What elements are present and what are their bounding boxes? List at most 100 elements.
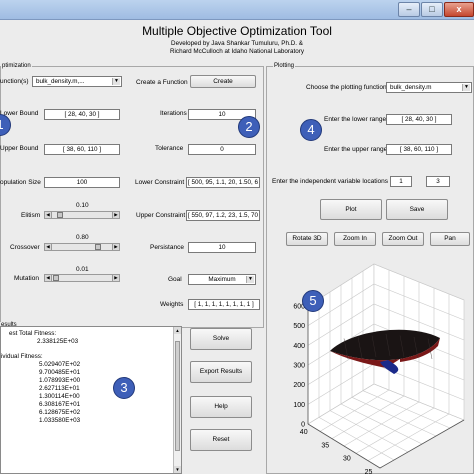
individual-fitness-value: 6.128675E+02 — [39, 409, 81, 416]
create-function-label: Create a Function — [136, 79, 188, 86]
create-function-button[interactable]: Create — [190, 75, 256, 88]
slider-right-icon[interactable]: ▶ — [112, 212, 119, 218]
mutation-value: 0.01 — [76, 266, 89, 273]
lower-constraint-field[interactable]: [ 500, 95, 1.1, 20, 1.50, 6 — [186, 177, 260, 188]
chevron-down-icon: ▼ — [462, 84, 470, 91]
results-section-label: esults — [0, 322, 18, 329]
independent-variable-field-1[interactable]: 1 — [390, 176, 412, 187]
y-tick-label: 40 — [300, 429, 308, 436]
independent-variable-label: Enter the independent variable locations — [272, 178, 388, 185]
chevron-down-icon: ▼ — [112, 78, 120, 85]
chevron-down-icon: ▼ — [246, 276, 254, 283]
plot-function-dropdown[interactable]: bulk_density.m ▼ — [386, 82, 472, 93]
z-tick-label: 200 — [293, 382, 305, 389]
plotting-section-label: Plotting — [273, 63, 296, 70]
y-tick-label: 35 — [321, 442, 329, 449]
results-panel: esults — [0, 322, 186, 474]
zoom-out-button[interactable]: Zoom Out — [382, 232, 424, 246]
author-line: Developed by Java Shankar Tumuluru, Ph.D… — [171, 40, 303, 47]
mutation-slider[interactable]: ◀ ▶ — [44, 274, 120, 282]
z-tick-label: 600 — [293, 304, 305, 311]
tolerance-label: Tolerance — [155, 145, 184, 152]
zoom-in-button[interactable]: Zoom In — [334, 232, 376, 246]
upper-bound-field[interactable]: [ 38, 60, 110 ] — [44, 144, 120, 155]
individual-fitness-value: 1.033580E+03 — [39, 417, 81, 424]
slider-thumb[interactable] — [52, 275, 59, 281]
step-badge-5: 5 — [302, 290, 324, 312]
crossover-value: 0.80 — [76, 234, 89, 241]
goal-dropdown[interactable]: Maximum ▼ — [188, 274, 256, 285]
y-tick-label: 25 — [365, 469, 373, 474]
z-tick-label: 500 — [293, 323, 305, 330]
lower-range-label: Enter the lower range — [324, 116, 387, 123]
upper-range-field[interactable]: [ 38, 60, 110 ] — [386, 144, 452, 155]
scroll-down-icon[interactable]: ▼ — [174, 466, 181, 473]
save-plot-button[interactable]: Save — [386, 199, 448, 220]
surface-edge-red — [400, 338, 440, 362]
crossover-slider[interactable]: ◀ ▶ — [44, 243, 120, 251]
crossover-label: Crossover — [10, 244, 40, 251]
function-dropdown[interactable]: bulk_density.m,... ▼ — [32, 76, 122, 87]
slider-left-icon[interactable]: ◀ — [45, 244, 52, 250]
pan-button[interactable]: Pan — [430, 232, 470, 246]
reset-button[interactable]: Reset — [190, 429, 252, 451]
slider-right-icon[interactable]: ▶ — [112, 244, 119, 250]
z-tick-label: 300 — [293, 363, 305, 370]
maximize-button[interactable]: □ — [421, 2, 443, 17]
optimization-section-label: ptimization — [1, 63, 32, 70]
lower-bound-field[interactable]: [ 28, 40, 30 ] — [44, 109, 120, 120]
help-button[interactable]: Help — [190, 396, 252, 418]
minimize-button[interactable]: – — [398, 2, 420, 17]
individual-fitness-label: ividual Fitness: — [1, 353, 43, 360]
results-scrollbar[interactable]: ▲ ▼ — [173, 327, 181, 473]
iterations-label: Iterations — [160, 110, 187, 117]
affiliation-line: Richard McCulloch at Idaho National Labo… — [169, 48, 305, 55]
scroll-thumb[interactable] — [175, 341, 180, 451]
individual-fitness-value: 2.627113E+01 — [39, 385, 80, 392]
best-fitness-value: 2.338125E+03 — [37, 338, 79, 345]
lower-range-field[interactable]: [ 28, 40, 30 ] — [386, 114, 452, 125]
step-badge-2: 2 — [238, 116, 260, 138]
individual-fitness-value: 1.300114E+00 — [39, 393, 80, 400]
persistance-field[interactable]: 10 — [188, 242, 256, 253]
best-fitness-label: est Total Fitness: — [9, 330, 57, 337]
individual-fitness-value: 9.700485E+01 — [39, 369, 81, 376]
scroll-up-icon[interactable]: ▲ — [174, 327, 181, 334]
persistance-label: Persistance — [150, 244, 184, 251]
weights-label: Weights — [160, 301, 184, 308]
slider-left-icon[interactable]: ◀ — [45, 275, 52, 281]
upper-constraint-field[interactable]: [ 550, 97, 1.2, 23, 1.5, 70 — [186, 210, 260, 221]
slider-thumb[interactable] — [57, 212, 64, 218]
slider-thumb[interactable] — [95, 244, 102, 250]
individual-fitness-value: 1.078993E+00 — [39, 377, 81, 384]
window-titlebar: – □ x — [0, 0, 474, 20]
results-text-area[interactable]: est Total Fitness: 2.338125E+03 ividual … — [0, 326, 182, 474]
plot-button[interactable]: Plot — [320, 199, 382, 220]
lower-bound-label: Lower Bound — [0, 110, 39, 117]
weights-field[interactable]: [ 1, 1, 1, 1, 1, 1, 1, 1 ] — [188, 299, 260, 310]
surface-mesh — [330, 329, 440, 374]
surface-underside-blue — [380, 360, 399, 374]
goal-label: Goal — [168, 276, 182, 283]
independent-variable-field-2[interactable]: 3 — [426, 176, 450, 187]
tolerance-field[interactable]: 0 — [188, 144, 256, 155]
iterations-field[interactable]: 10 — [188, 109, 256, 120]
function-dropdown-value: bulk_density.m,... — [36, 78, 85, 85]
export-results-button[interactable]: Export Results — [190, 361, 252, 383]
elitism-slider[interactable]: ◀ ▶ — [44, 211, 120, 219]
population-size-field[interactable]: 100 — [44, 177, 120, 188]
close-button[interactable]: x — [444, 2, 474, 17]
rotate-3d-button[interactable]: Rotate 3D — [286, 232, 328, 246]
slider-left-icon[interactable]: ◀ — [45, 212, 52, 218]
optimization-panel: ptimization — [0, 63, 264, 328]
plot-function-dropdown-value: bulk_density.m — [390, 84, 432, 91]
upper-constraint-label: Upper Constraint — [136, 212, 186, 219]
mutation-label: Mutation — [14, 275, 39, 282]
z-tick-label: 100 — [293, 402, 305, 409]
z-tick-label: 0 — [301, 422, 305, 429]
surface-plot[interactable]: 0 100 200 300 400 500 600 25 30 35 40 — [268, 256, 474, 474]
slider-right-icon[interactable]: ▶ — [112, 275, 119, 281]
goal-dropdown-value: Maximum — [208, 276, 236, 283]
y-tick-label: 30 — [343, 456, 351, 463]
solve-button[interactable]: Solve — [190, 328, 252, 350]
